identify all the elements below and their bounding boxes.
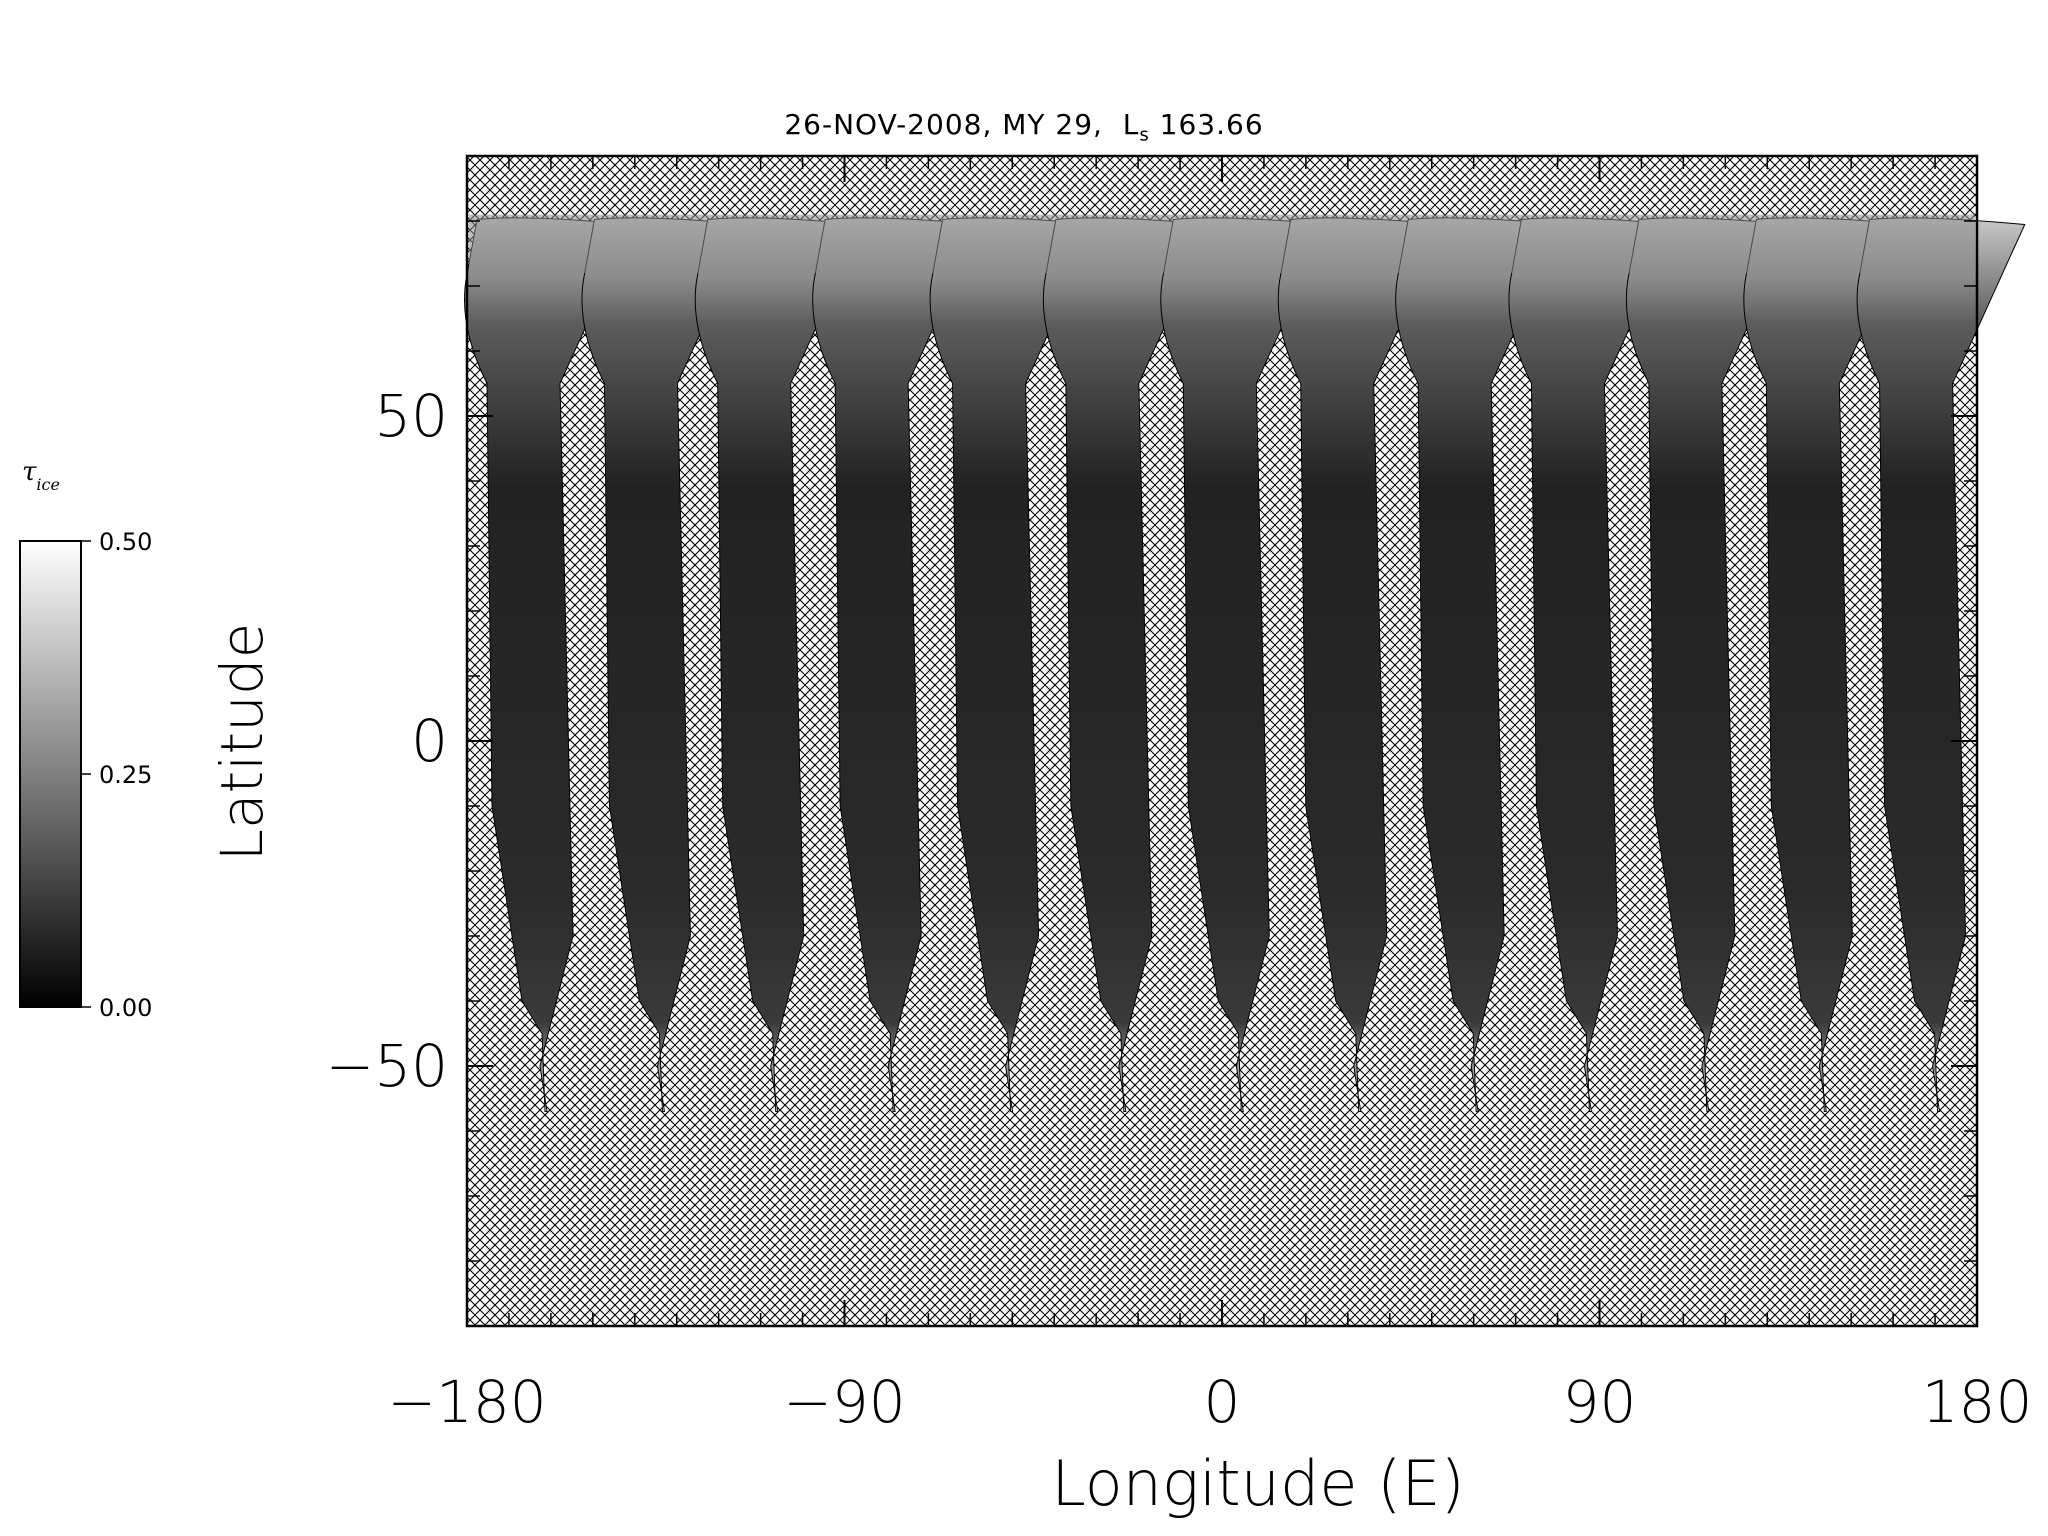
x-axis-label: Longitude (E) <box>1051 1447 1464 1520</box>
y-tick-label: 50 <box>374 382 448 450</box>
chart-title: 26-NOV-2008, MY 29, Ls 163.66 <box>0 108 2048 146</box>
north-cap-band <box>469 214 1975 273</box>
colorbar-label-subscript: ice <box>36 475 60 494</box>
colorbar-ticks: 0.50 0.25 0.00 <box>81 528 152 1022</box>
y-axis-label: Latitude <box>208 623 276 862</box>
tick-layer: −180 −90 0 90 180 50 0 −50 <box>326 155 2033 1436</box>
title-ls-symbol: L <box>1122 108 1140 141</box>
x-tick-label: 180 <box>1922 1368 2033 1436</box>
title-ls-subscript: s <box>1139 124 1150 146</box>
colorbar-tick-label: 0.25 <box>99 761 152 789</box>
x-tick-label: −180 <box>387 1368 546 1436</box>
swath-layer <box>464 214 2026 1112</box>
title-ls-value: 163.66 <box>1159 108 1264 141</box>
colorbar-tick-label: 0.00 <box>99 994 152 1022</box>
colorbar: τice 0.50 0.25 0.00 <box>19 457 152 1022</box>
x-tick-label: 0 <box>1204 1368 1241 1436</box>
colorbar-label: τice <box>22 457 60 494</box>
title-date: 26-NOV-2008, MY 29, <box>784 108 1103 141</box>
colorbar-tick-label: 0.50 <box>99 528 152 556</box>
colorbar-gradient <box>19 540 82 1008</box>
colorbar-label-symbol: τ <box>22 457 37 487</box>
y-tick-label: −50 <box>326 1032 448 1100</box>
y-tick-label: 0 <box>411 707 448 775</box>
x-tick-label: 90 <box>1563 1368 1637 1436</box>
x-tick-label: −90 <box>783 1368 905 1436</box>
